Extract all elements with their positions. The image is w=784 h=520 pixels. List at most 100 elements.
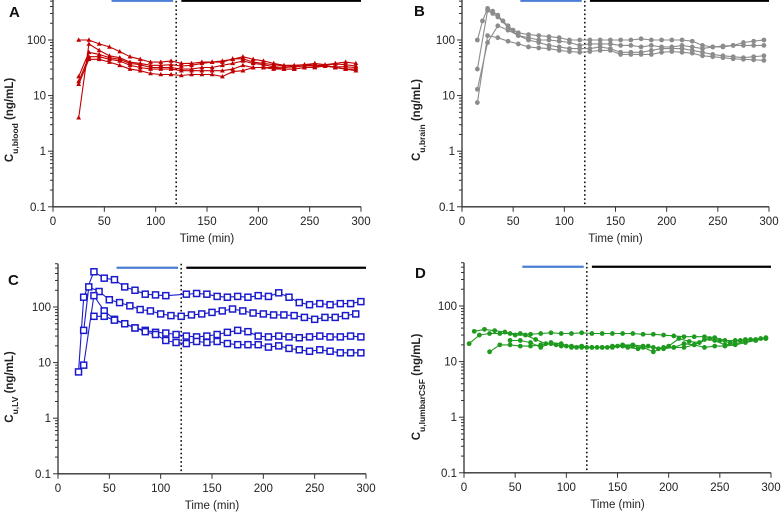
panel-a: 0.1 1 10 100 0 50 100 150 200 250 300 Time (min) Cu,… <box>4 0 371 245</box>
data-point <box>689 50 695 56</box>
data-point <box>244 340 252 349</box>
data-point <box>90 268 98 276</box>
series-line <box>78 42 356 118</box>
data-point <box>659 37 664 43</box>
series-line <box>83 286 356 331</box>
data-point <box>302 64 307 70</box>
data-point <box>79 293 88 301</box>
data-point <box>659 46 664 52</box>
data-point <box>558 341 564 347</box>
data-point <box>137 56 143 62</box>
data-point <box>702 345 707 350</box>
data-point <box>209 68 215 73</box>
x-tick-label: 150 <box>606 216 625 228</box>
data-point <box>137 62 143 67</box>
data-point <box>635 346 641 352</box>
series-5 <box>76 56 359 87</box>
data-point <box>76 115 82 120</box>
data-point <box>76 81 82 87</box>
data-point <box>679 46 685 52</box>
y-label-main: C <box>4 154 16 162</box>
data-point <box>148 70 153 76</box>
x-tick-label: 50 <box>509 482 522 494</box>
panel-letter: A <box>9 4 20 21</box>
data-point <box>220 62 225 68</box>
series-2 <box>79 283 360 335</box>
data-point <box>638 52 644 57</box>
y-label-unit: (ng/mL) <box>4 78 16 124</box>
y-tick-label: 100 <box>438 301 457 313</box>
data-point <box>569 331 574 336</box>
data-point <box>230 69 236 74</box>
data-point <box>579 330 585 336</box>
data-point <box>577 46 583 52</box>
data-point <box>199 68 205 73</box>
x-tick-label: 200 <box>657 216 676 228</box>
data-point <box>233 326 242 335</box>
data-point <box>691 342 697 348</box>
data-point <box>536 45 542 51</box>
data-point <box>556 48 562 53</box>
data-point <box>567 49 572 54</box>
data-point <box>492 328 498 334</box>
data-point <box>90 312 98 321</box>
data-point <box>669 49 675 54</box>
data-point <box>732 341 738 347</box>
data-point <box>630 331 636 336</box>
x-tick-label: 250 <box>300 216 319 228</box>
data-point <box>100 274 108 282</box>
data-point <box>105 296 114 304</box>
data-point <box>589 331 595 336</box>
data-point <box>474 86 480 92</box>
data-point <box>679 49 685 55</box>
data-point <box>648 52 654 57</box>
data-point <box>76 37 82 42</box>
data-point <box>548 330 554 336</box>
data-point <box>280 311 288 319</box>
y-label-subscript: u,LV <box>10 396 20 414</box>
data-point <box>220 73 225 79</box>
data-point <box>712 338 718 343</box>
data-point <box>343 64 348 69</box>
data-point <box>480 18 485 24</box>
data-point <box>148 66 153 71</box>
data-point <box>515 41 521 47</box>
data-point <box>305 347 314 356</box>
data-point <box>285 344 293 353</box>
data-point <box>507 338 513 343</box>
data-point <box>162 291 170 300</box>
data-point <box>648 48 654 53</box>
data-point <box>203 332 211 340</box>
data-point <box>474 37 480 43</box>
data-point <box>763 336 769 341</box>
data-point <box>168 71 174 77</box>
y-axis-label: Cu,lumbarCSF (ng/mL) <box>411 334 427 441</box>
data-point <box>737 338 743 343</box>
data-point <box>96 41 102 46</box>
data-point <box>86 37 92 42</box>
data-point <box>316 346 324 354</box>
x-tick-label: 50 <box>103 483 116 495</box>
x-tick-label: 300 <box>761 482 780 494</box>
data-point <box>117 48 123 54</box>
data-point <box>336 349 345 357</box>
data-point <box>528 331 533 337</box>
x-tick-label: 0 <box>50 216 56 228</box>
data-point <box>556 44 562 50</box>
x-tick-label: 0 <box>55 483 61 495</box>
data-point <box>115 298 124 307</box>
data-point <box>158 66 164 71</box>
data-point <box>357 297 365 306</box>
data-point <box>233 292 242 301</box>
data-point <box>597 48 603 53</box>
series-4 <box>474 33 767 105</box>
data-point <box>640 343 646 349</box>
data-point <box>353 60 359 66</box>
data-point <box>285 293 293 301</box>
data-point <box>620 331 626 336</box>
data-point <box>261 58 266 63</box>
data-point <box>710 54 716 60</box>
x-tick-label: 0 <box>461 482 467 494</box>
data-point <box>291 66 297 71</box>
